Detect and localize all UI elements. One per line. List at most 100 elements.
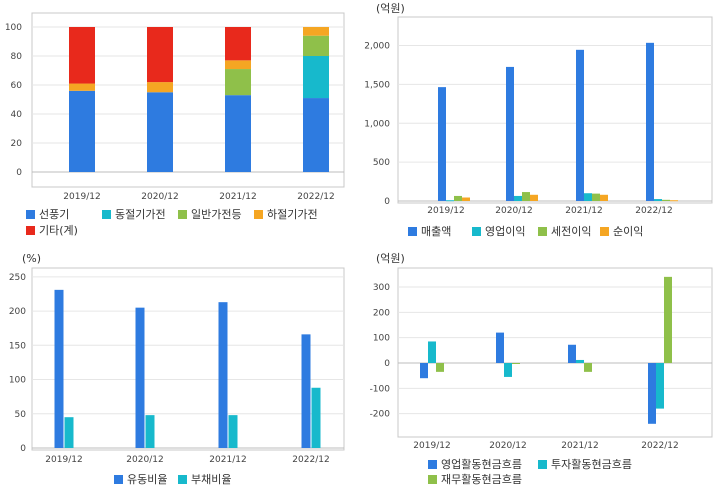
- legend-swatch: [178, 210, 187, 219]
- bar-2: [654, 199, 662, 201]
- bar-2: [584, 193, 592, 201]
- legend-label: 하절기가전: [267, 207, 318, 221]
- y-tick-label: 0: [384, 359, 390, 369]
- plot-frame: [31, 267, 345, 451]
- bar-4: [69, 83, 95, 91]
- bar-1: [648, 363, 656, 424]
- bar-4: [600, 194, 608, 201]
- bar-3: [436, 363, 444, 372]
- bar-2: [514, 195, 522, 201]
- x-tick-label: 2019/12: [413, 441, 450, 451]
- bar-1: [646, 42, 654, 202]
- legend-swatch: [114, 475, 123, 484]
- legend-swatch: [26, 226, 35, 235]
- legend-label: 영업활동현금흐름: [441, 457, 522, 471]
- unit-label: (%): [22, 252, 41, 265]
- y-tick-label: 1,000: [364, 119, 390, 129]
- bar-3: [584, 363, 592, 372]
- bar-2: [228, 415, 238, 448]
- legend-swatch: [178, 475, 187, 484]
- bar-4: [225, 60, 251, 70]
- plot-frame: [397, 16, 713, 204]
- y-tick-label: 100: [373, 334, 390, 344]
- bar-3: [664, 276, 672, 363]
- legend-swatch: [472, 227, 481, 236]
- legend-label: 재무활동현금흐름: [441, 472, 522, 486]
- y-tick-label: 2,000: [364, 42, 390, 52]
- y-tick-label: 500: [373, 158, 390, 168]
- bar-2: [504, 363, 512, 377]
- bar-3: [225, 69, 251, 96]
- y-tick-label: 0: [20, 444, 26, 454]
- legend-swatch: [408, 227, 417, 236]
- bar-4: [147, 82, 173, 93]
- y-tick-label: 0: [384, 197, 390, 207]
- x-tick-label: 2019/12: [45, 455, 82, 465]
- x-tick-label: 2020/12: [489, 441, 526, 451]
- y-tick-label: 50: [15, 410, 27, 420]
- bar-1: [568, 344, 576, 363]
- legend-label: 세전이익: [551, 225, 591, 238]
- bar-3: [454, 195, 462, 201]
- legend-label: 매출액: [421, 225, 451, 238]
- y-tick-label: 100: [9, 376, 26, 386]
- bar-2: [576, 359, 584, 363]
- bar-3: [512, 363, 520, 364]
- x-tick-label: 2022/12: [297, 192, 334, 202]
- bar-3: [303, 35, 329, 56]
- bar-3: [662, 199, 670, 201]
- y-tick-label: -100: [370, 384, 391, 394]
- y-tick-label: 1,500: [364, 80, 390, 90]
- y-tick-label: 200: [373, 308, 390, 318]
- bar-2: [311, 387, 321, 448]
- bar-5: [147, 27, 173, 83]
- bar-1: [301, 334, 311, 448]
- y-tick-label: 100: [5, 23, 22, 33]
- y-tick-label: 60: [11, 81, 23, 91]
- bar-1: [420, 363, 428, 379]
- legend-swatch: [428, 475, 437, 484]
- bar-1: [69, 90, 95, 172]
- y-tick-label: -200: [370, 410, 391, 420]
- x-tick-label: 2020/12: [141, 192, 178, 202]
- legend-label: 일반가전등: [191, 207, 242, 221]
- x-tick-label: 2019/12: [63, 192, 100, 202]
- x-tick-label: 2022/12: [292, 455, 329, 465]
- bar-1: [496, 332, 504, 363]
- bar-1: [506, 66, 514, 201]
- bar-1: [218, 302, 228, 448]
- x-tick-label: 2022/12: [641, 441, 678, 451]
- chart-3: (%) 0 50 100 150 200 250 2019/12 2020/12 2021/12 2…: [9, 252, 345, 486]
- bar-1: [303, 98, 329, 172]
- legend-label: 선풍기: [39, 208, 69, 221]
- bar-2: [303, 56, 329, 99]
- x-tick-label: 2021/12: [565, 206, 602, 216]
- y-tick-label: 200: [9, 307, 26, 317]
- legend-label: 유동비율: [127, 473, 167, 486]
- plot-frame: [397, 267, 713, 438]
- y-tick-label: 300: [373, 283, 390, 293]
- bar-4: [670, 200, 678, 202]
- legend-swatch: [538, 227, 547, 236]
- legend-swatch: [538, 460, 547, 469]
- legend-label: 영업이익: [485, 225, 525, 238]
- y-tick-label: 250: [9, 273, 26, 283]
- y-tick-label: 150: [9, 341, 26, 351]
- legend-label: 동절기가전: [115, 208, 166, 221]
- bar-1: [576, 49, 584, 202]
- bar-4: [462, 197, 470, 201]
- bar-1: [438, 87, 446, 201]
- x-tick-label: 2021/12: [209, 455, 246, 465]
- legend-swatch: [600, 227, 609, 236]
- legend-label: 부채비율: [191, 473, 231, 486]
- chart-4: (억원) -200 -100 0 100 200 300 2019/12 2020/12 2021…: [370, 252, 713, 486]
- bar-5: [69, 27, 95, 84]
- y-tick-label: 40: [11, 110, 23, 120]
- x-tick-label: 2020/12: [495, 206, 532, 216]
- bar-2: [64, 417, 74, 448]
- legend-swatch: [26, 210, 35, 219]
- x-tick-label: 2020/12: [126, 455, 163, 465]
- bar-1: [135, 307, 145, 448]
